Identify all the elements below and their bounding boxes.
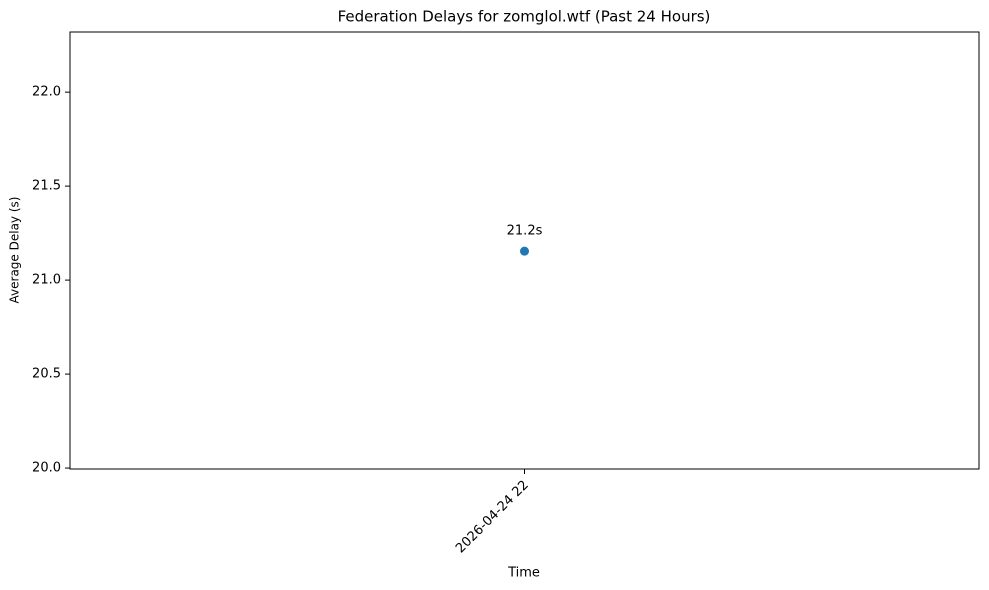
y-tick-label: 22.0: [32, 85, 61, 100]
y-tick-label: 21.5: [32, 179, 61, 194]
x-tick-label: 2026-04-24 22: [453, 478, 532, 557]
y-tick-label: 20.5: [32, 367, 61, 382]
y-axis-label: Average Delay (s): [8, 197, 22, 304]
chart-title: Federation Delays for zomglol.wtf (Past …: [338, 8, 711, 26]
data-label: 21.2s: [507, 224, 543, 239]
point: [520, 246, 529, 256]
y-tick-label: 20.0: [32, 461, 61, 476]
x-axis-label: Time: [507, 566, 540, 581]
y-tick-label: 21.0: [32, 273, 61, 288]
